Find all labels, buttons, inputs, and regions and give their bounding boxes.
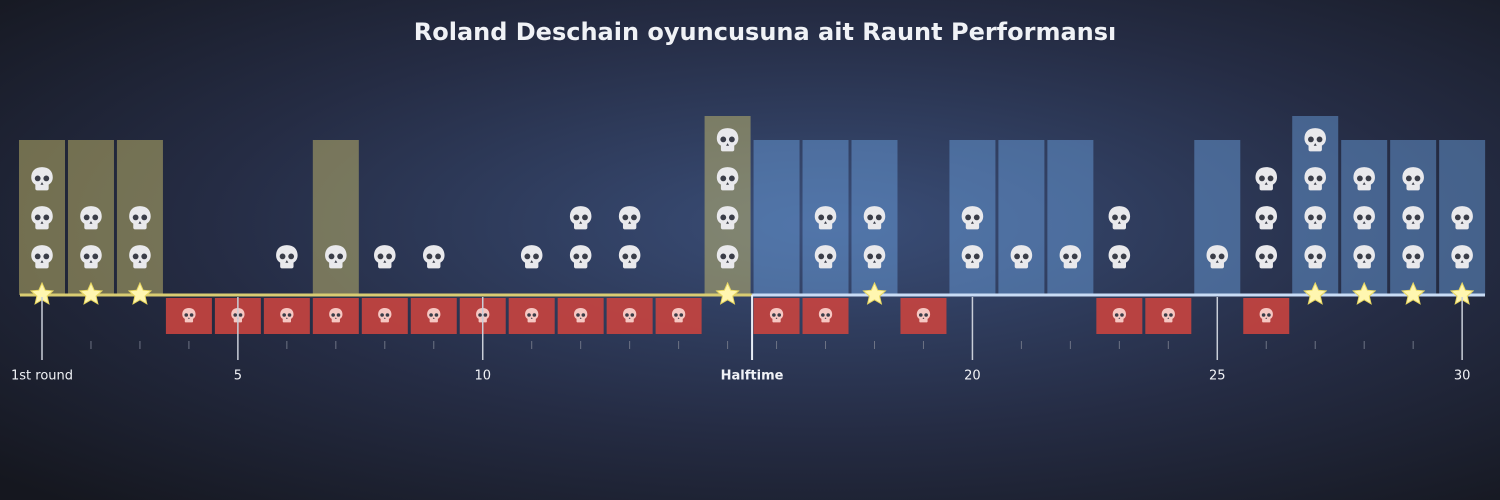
death-marker [165,298,212,334]
round-kills [1402,167,1424,269]
round-label: 25 [1209,369,1226,384]
death-marker [1096,298,1143,334]
round-label: 10 [474,369,491,384]
round-label: 20 [964,369,981,384]
halftime-label: Halftime [721,369,784,384]
death-marker [802,298,849,334]
death-marker [410,298,457,334]
death-marker [606,298,653,334]
won-round-column [1194,140,1241,295]
round-label: 5 [234,369,242,384]
panel-title: Roland Deschain oyuncusuna ait Raunt Per… [414,18,1117,46]
won-round-column [753,140,800,295]
won-round-column [1047,140,1094,295]
round-label: 1st round [11,369,73,384]
round-kills [31,167,53,269]
round-kills [1353,167,1375,269]
round-label: 30 [1454,369,1471,384]
death-marker [263,298,310,334]
death-marker [508,298,555,334]
death-marker [1145,298,1192,334]
death-marker [655,298,702,334]
round-kills [1255,167,1278,269]
death-marker [1243,298,1290,334]
won-round-column [998,140,1045,295]
won-round-column [312,140,359,295]
death-marker [361,298,408,334]
death-marker [900,298,947,334]
death-marker [753,298,800,334]
death-marker [557,298,604,334]
death-marker [312,298,359,334]
